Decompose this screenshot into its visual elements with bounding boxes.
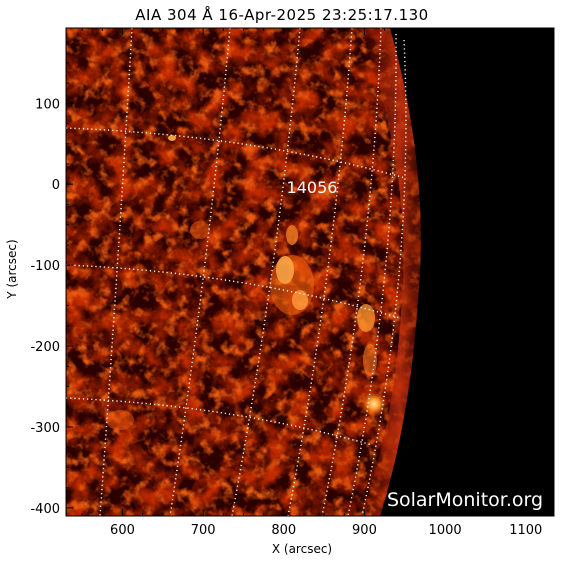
active-region-label: 14056: [287, 178, 338, 197]
longitude-line: [321, 28, 382, 516]
y-tick-label: -100: [30, 259, 60, 274]
y-tick-label: -400: [30, 502, 60, 517]
y-tick-label: -200: [30, 340, 60, 355]
plot-frame: [65, 27, 555, 517]
x-tick-label: 1100: [509, 523, 542, 538]
y-tick-label: 100: [35, 97, 60, 112]
longitude-line: [231, 28, 301, 516]
longitude-line: [169, 28, 231, 516]
heliographic-grid: [66, 28, 407, 516]
watermark-text: SolarMonitor.org: [387, 489, 543, 511]
longitude-line: [347, 33, 397, 516]
latitude-line: [66, 264, 401, 319]
solar-disk: [66, 28, 421, 516]
y-tick-label: 0: [52, 178, 60, 193]
latitude-line: [66, 127, 406, 179]
x-tick-label: 600: [110, 523, 135, 538]
x-axis-title: X (arcsec): [271, 542, 333, 556]
longitude-line: [287, 28, 353, 516]
x-tick-label: 900: [352, 523, 377, 538]
x-tick-label: 700: [191, 523, 216, 538]
image-title: AIA 304 Å 16-Apr-2025 23:25:17.130: [135, 6, 429, 24]
longitude-line: [361, 39, 407, 516]
active-region-emission: [106, 135, 377, 430]
x-tick-label: 800: [271, 523, 296, 538]
x-tick-label: 1000: [429, 523, 462, 538]
y-tick-label: -300: [30, 421, 60, 436]
latitude-line: [66, 397, 373, 446]
bright-flare-point: [361, 391, 387, 417]
